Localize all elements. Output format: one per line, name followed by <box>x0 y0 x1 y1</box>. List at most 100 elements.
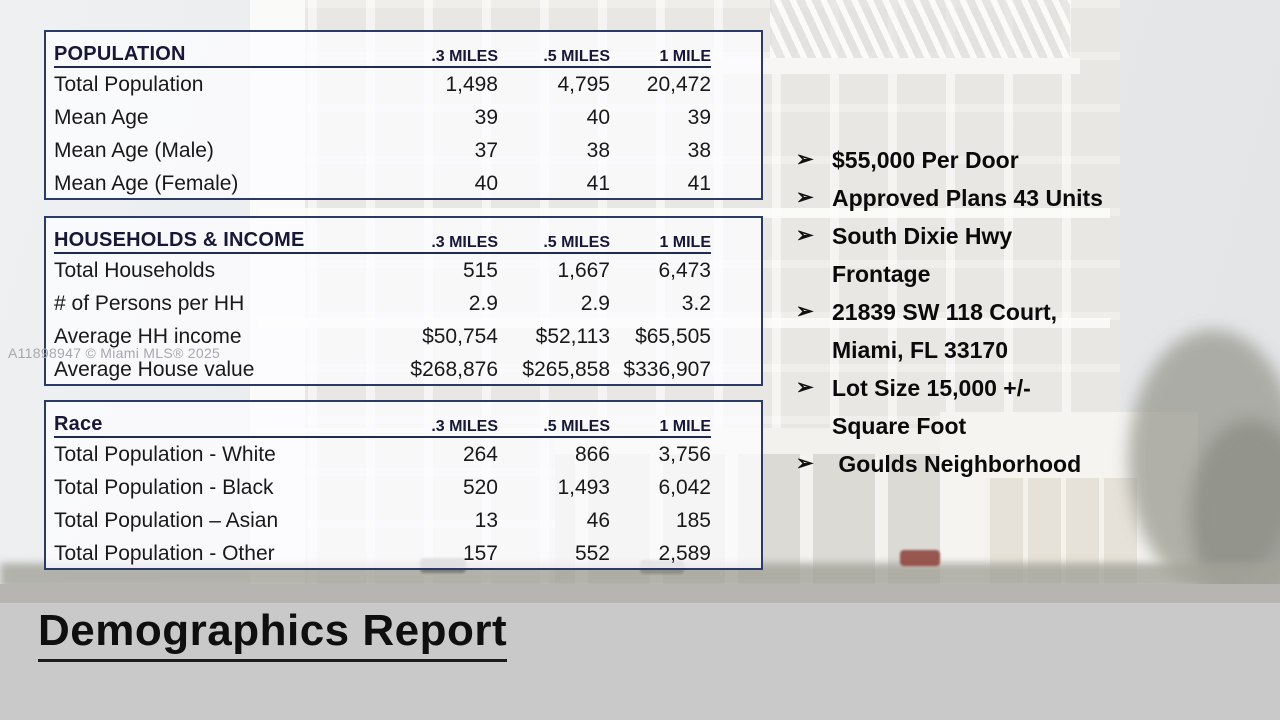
row-value: 185 <box>675 508 711 532</box>
row-value: 41 <box>687 171 711 195</box>
row-label: # of Persons per HH <box>54 291 245 315</box>
row-label: Total Population - Other <box>54 541 275 565</box>
arrow-bullet-icon: ➢ <box>796 148 814 171</box>
row-value: $65,505 <box>635 324 711 348</box>
row-label: Total Population <box>54 72 204 96</box>
row-label: Average House value <box>54 357 255 381</box>
row-value: 866 <box>574 442 610 466</box>
page-title: Demographics Report <box>38 606 508 662</box>
row-value: 37 <box>474 138 498 162</box>
row-label: Total Population - White <box>54 442 276 466</box>
column-header: 1 MILE <box>659 418 711 435</box>
row-value: 38 <box>586 138 610 162</box>
row-value: 2.9 <box>580 291 610 315</box>
column-header: .5 MILES <box>543 234 610 251</box>
population-table: POPULATION .3 MILES .5 MILES 1 MILE Tota… <box>44 30 763 200</box>
row-value: 3,756 <box>658 442 711 466</box>
row-value: 39 <box>687 105 711 129</box>
table-row: Total Population - Black 520 1,493 6,042 <box>54 471 711 504</box>
population-table-header: POPULATION .3 MILES .5 MILES 1 MILE <box>54 34 711 68</box>
table-title: Race <box>54 413 103 435</box>
row-label: Total Households <box>54 258 216 282</box>
table-title: HOUSEHOLDS & INCOME <box>54 229 305 251</box>
row-value: 1,493 <box>557 475 610 499</box>
row-label: Mean Age (Female) <box>54 171 239 195</box>
arrow-bullet-icon: ➢ <box>796 300 814 323</box>
table-row: Total Households 515 1,667 6,473 <box>54 254 711 287</box>
column-header: .5 MILES <box>543 48 610 65</box>
table-row: Mean Age (Female) 40 41 41 <box>54 167 711 200</box>
row-value: $50,754 <box>422 324 498 348</box>
row-value: 13 <box>474 508 498 532</box>
row-label: Average HH income <box>54 324 242 348</box>
road-strip <box>0 584 1280 603</box>
table-row: Average HH income $50,754 $52,113 $65,50… <box>54 320 711 353</box>
arrow-bullet-icon: ➢ <box>796 376 814 399</box>
race-table: Race .3 MILES .5 MILES 1 MILE Total Popu… <box>44 400 763 570</box>
row-value: 40 <box>474 171 498 195</box>
row-label: Mean Age <box>54 105 149 129</box>
bullet-text: Approved Plans 43 Units <box>832 185 1103 211</box>
list-item: ➢ Lot Size 15,000 +/- Square Foot <box>796 369 1196 445</box>
column-header: 1 MILE <box>659 234 711 251</box>
row-value: 1,498 <box>445 72 498 96</box>
bullet-text: Goulds Neighborhood <box>832 451 1082 477</box>
rooftop-beam <box>690 58 1080 74</box>
bullet-text: $55,000 Per Door <box>832 147 1019 173</box>
row-value: 520 <box>462 475 498 499</box>
row-label: Total Population - Black <box>54 475 274 499</box>
table-row: Average House value $268,876 $265,858 $3… <box>54 353 711 386</box>
row-value: 2.9 <box>468 291 498 315</box>
column-header: .3 MILES <box>431 48 498 65</box>
table-row: Total Population 1,498 4,795 20,472 <box>54 68 711 101</box>
column-header: 1 MILE <box>659 48 711 65</box>
row-label: Total Population – Asian <box>54 508 279 532</box>
arrow-bullet-icon: ➢ <box>796 224 814 247</box>
table-row: Total Population - Other 157 552 2,589 <box>54 537 711 570</box>
table-row: Mean Age (Male) 37 38 38 <box>54 134 711 167</box>
column-header: .3 MILES <box>431 418 498 435</box>
arrow-bullet-icon: ➢ <box>796 452 814 475</box>
row-value: 40 <box>586 105 610 129</box>
property-facts-list: ➢ $55,000 Per Door ➢ Approved Plans 43 U… <box>796 141 1196 483</box>
row-value: 3.2 <box>681 291 711 315</box>
bullet-text: 21839 SW 118 Court, Miami, FL 33170 <box>832 299 1057 363</box>
row-value: 6,042 <box>658 475 711 499</box>
row-value: 552 <box>574 541 610 565</box>
rooftop-pergola <box>770 0 1070 58</box>
table-row: Total Population – Asian 13 46 185 <box>54 504 711 537</box>
row-value: $265,858 <box>522 357 610 381</box>
row-value: $336,907 <box>623 357 711 381</box>
row-value: 2,589 <box>658 541 711 565</box>
race-table-header: Race .3 MILES .5 MILES 1 MILE <box>54 404 711 438</box>
list-item: ➢ Goulds Neighborhood <box>796 445 1196 483</box>
row-value: 515 <box>462 258 498 282</box>
list-item: ➢ $55,000 Per Door <box>796 141 1196 179</box>
row-label: Mean Age (Male) <box>54 138 214 162</box>
balcony-band <box>258 208 1110 218</box>
table-row: Mean Age 39 40 39 <box>54 101 711 134</box>
table-title: POPULATION <box>54 43 186 65</box>
parked-car <box>900 550 940 566</box>
row-value: 38 <box>687 138 711 162</box>
households-income-table-header: HOUSEHOLDS & INCOME .3 MILES .5 MILES 1 … <box>54 220 711 254</box>
row-value: $268,876 <box>410 357 498 381</box>
row-value: $52,113 <box>535 324 610 348</box>
row-value: 6,473 <box>658 258 711 282</box>
row-value: 157 <box>462 541 498 565</box>
list-item: ➢ 21839 SW 118 Court, Miami, FL 33170 <box>796 293 1196 369</box>
row-value: 39 <box>474 105 498 129</box>
row-value: 46 <box>586 508 610 532</box>
column-header: .5 MILES <box>543 418 610 435</box>
table-row: Total Population - White 264 866 3,756 <box>54 438 711 471</box>
mls-watermark: A11898947 © Miami MLS® 2025 <box>8 345 221 361</box>
list-item: ➢ South Dixie Hwy Frontage <box>796 217 1196 293</box>
list-item: ➢ Approved Plans 43 Units <box>796 179 1196 217</box>
bullet-text: South Dixie Hwy Frontage <box>832 223 1013 287</box>
row-value: 41 <box>586 171 610 195</box>
row-value: 264 <box>462 442 498 466</box>
bullet-text: Lot Size 15,000 +/- Square Foot <box>832 375 1031 439</box>
row-value: 1,667 <box>557 258 610 282</box>
row-value: 20,472 <box>646 72 711 96</box>
households-income-table: HOUSEHOLDS & INCOME .3 MILES .5 MILES 1 … <box>44 216 763 386</box>
